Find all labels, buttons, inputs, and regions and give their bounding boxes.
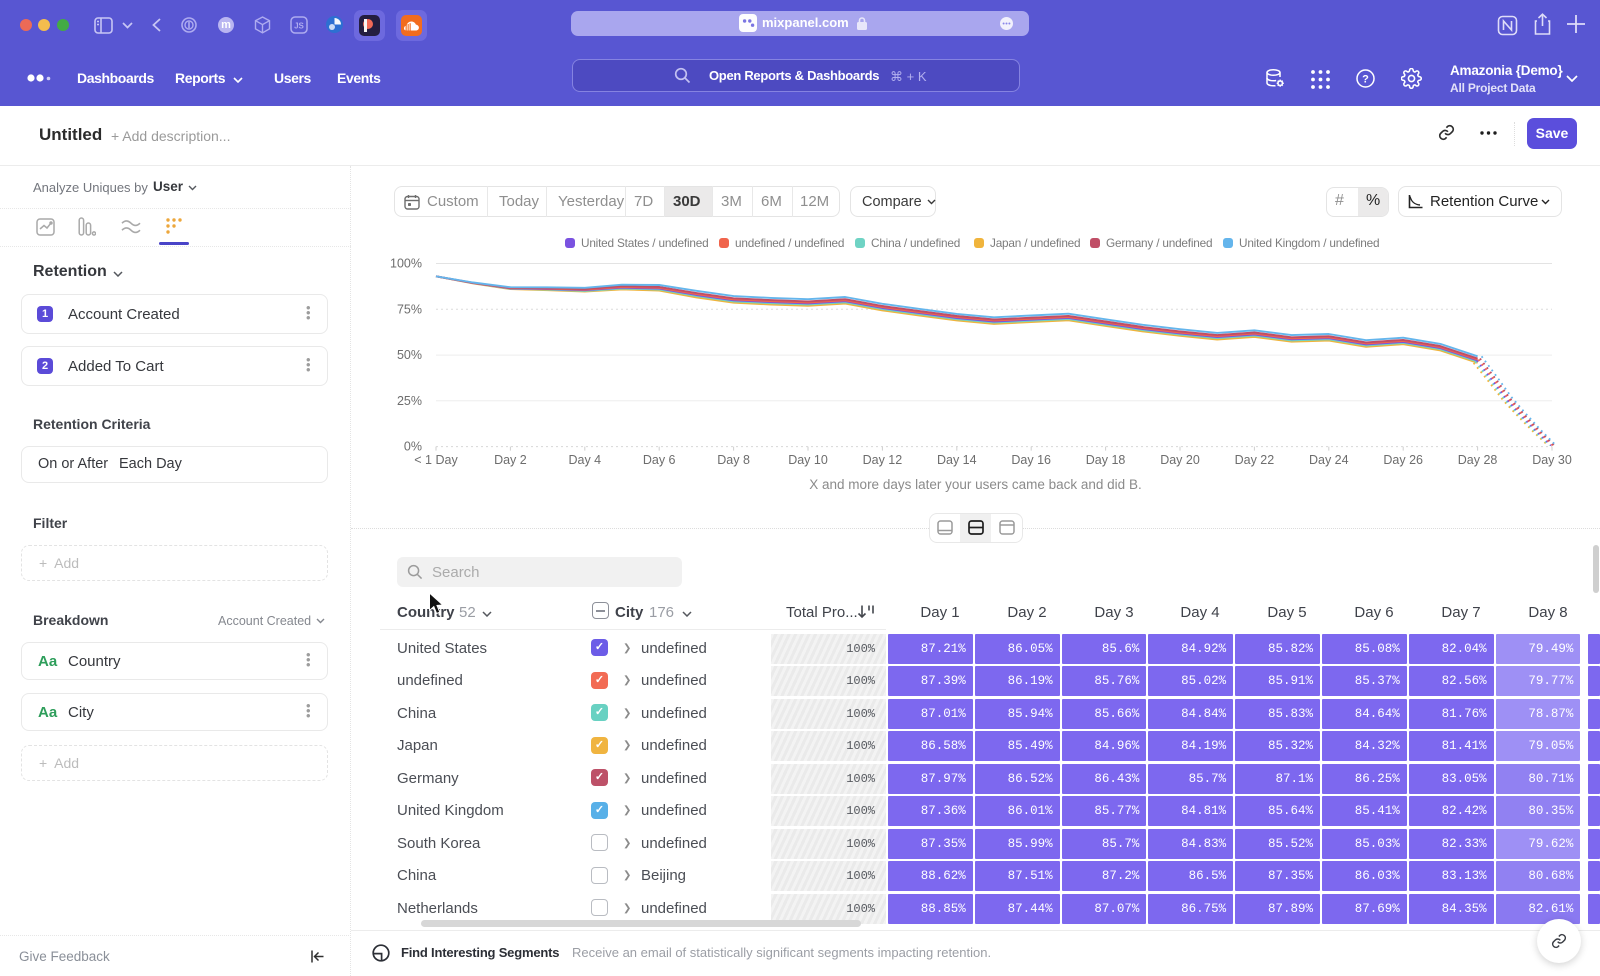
svg-text:Day 14: Day 14 — [937, 453, 977, 467]
svg-text:Day 22: Day 22 — [1235, 453, 1275, 467]
svg-text:JS: JS — [294, 22, 304, 31]
svg-text:Day 18: Day 18 — [1086, 453, 1126, 467]
svg-text:Day 10: Day 10 — [788, 453, 828, 467]
svg-text:Day 28: Day 28 — [1458, 453, 1498, 467]
svg-text:75%: 75% — [397, 302, 422, 316]
svg-text:Day 8: Day 8 — [717, 453, 750, 467]
svg-text:50%: 50% — [397, 348, 422, 362]
svg-text:Day 20: Day 20 — [1160, 453, 1200, 467]
svg-text:0%: 0% — [404, 440, 422, 454]
svg-text:Day 26: Day 26 — [1383, 453, 1423, 467]
svg-text:25%: 25% — [397, 394, 422, 408]
svg-text:Day 30: Day 30 — [1532, 453, 1572, 467]
svg-text:Day 4: Day 4 — [568, 453, 601, 467]
svg-text:< 1 Day: < 1 Day — [414, 453, 458, 467]
svg-text:Day 6: Day 6 — [643, 453, 676, 467]
svg-text:Day 16: Day 16 — [1011, 453, 1051, 467]
svg-text:Day 24: Day 24 — [1309, 453, 1349, 467]
svg-text:?: ? — [1362, 73, 1369, 85]
svg-text:Day 2: Day 2 — [494, 453, 527, 467]
svg-text:Day 12: Day 12 — [863, 453, 903, 467]
svg-text:100%: 100% — [390, 257, 422, 271]
